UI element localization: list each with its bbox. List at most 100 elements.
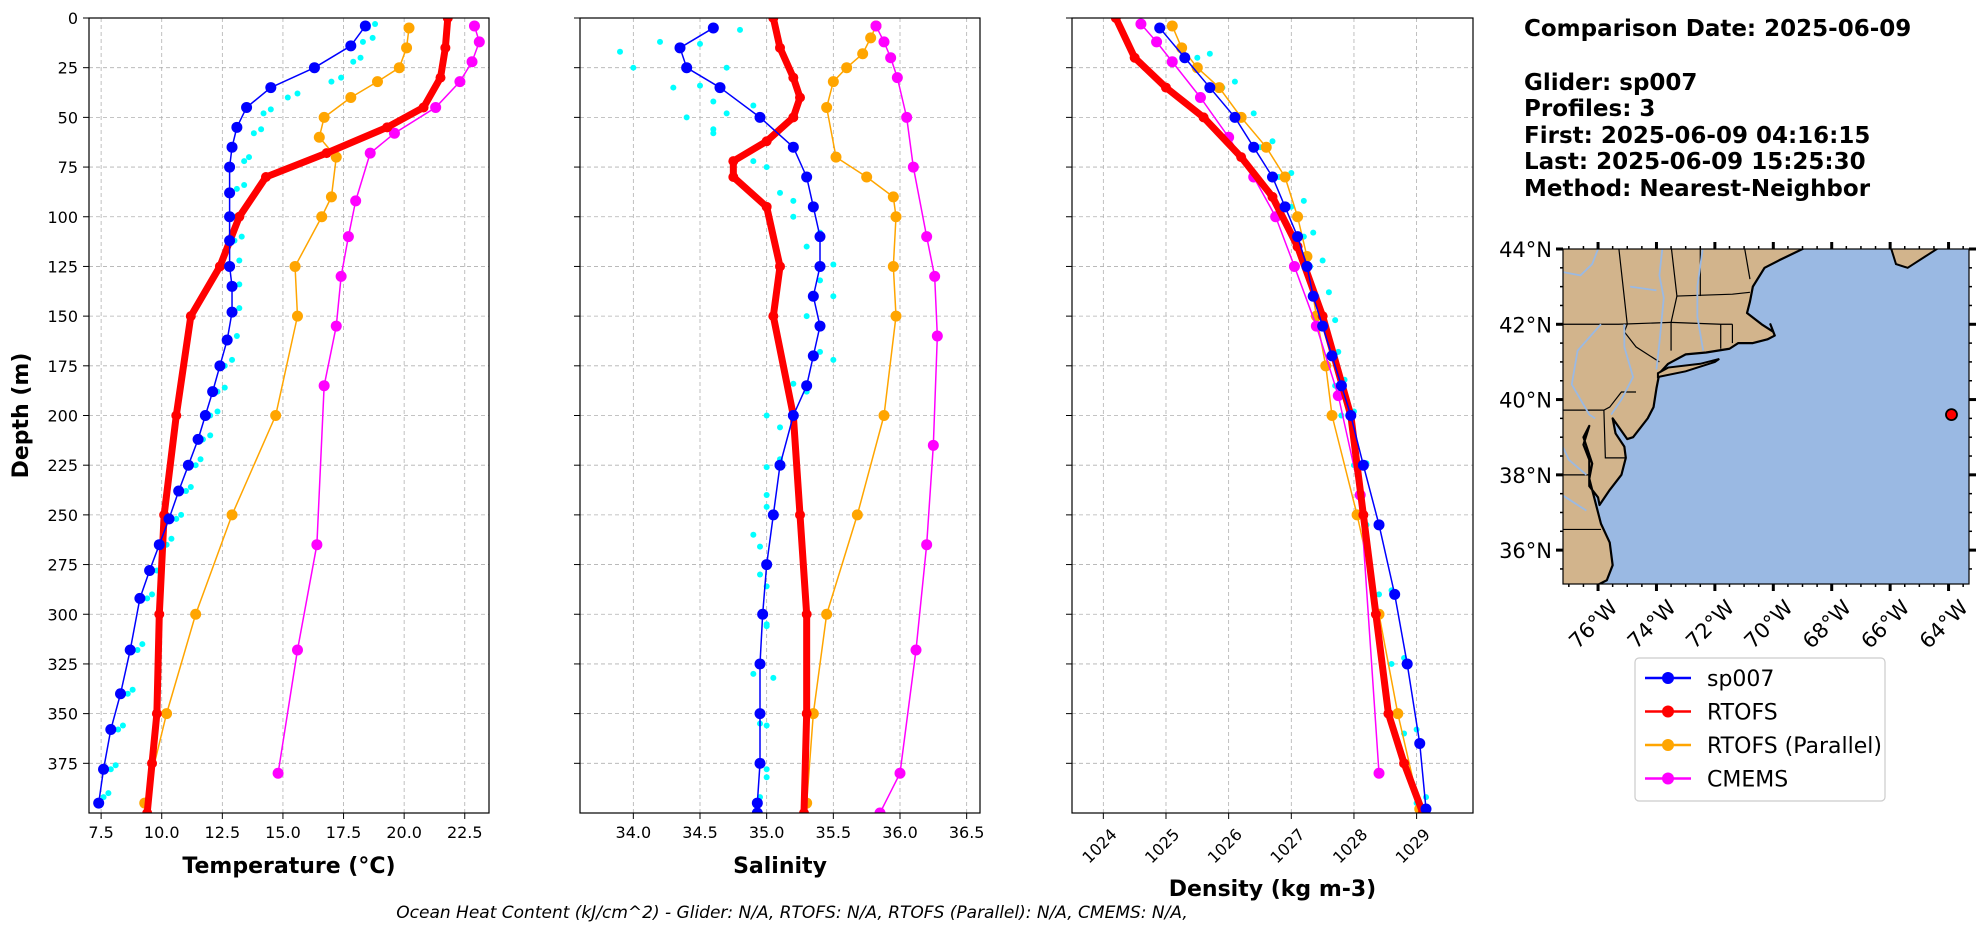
series-point-rtofs [775, 261, 785, 272]
x-axis-label: Temperature (°C) [182, 854, 395, 879]
long-island [1656, 357, 1720, 379]
series-point-cmems [894, 767, 906, 779]
raw-obs-point [817, 348, 823, 355]
plot-area [93, 18, 485, 813]
glider-position-marker [1945, 408, 1958, 422]
x-tick-label: 1025 [1141, 825, 1183, 867]
series-point-cmems [364, 147, 376, 159]
legend-swatch-marker [1662, 739, 1674, 751]
series-point-rtofs-parallel [289, 260, 301, 272]
raw-obs-point [763, 503, 770, 510]
raw-obs-point [328, 78, 335, 85]
raw-obs-point [173, 515, 180, 522]
series-point-cmems [311, 539, 323, 551]
raw-obs-point [1332, 317, 1339, 324]
series-point-sp007 [754, 658, 766, 670]
series-point-rtofs [171, 410, 182, 421]
series-point-rtofs-parallel [887, 260, 899, 272]
series-point-cmems [921, 539, 933, 551]
series-point-rtofs-parallel [830, 151, 842, 163]
raw-obs-point [683, 114, 690, 121]
raw-obs-point [139, 641, 146, 648]
series-point-rtofs-parallel [821, 101, 833, 113]
series-point-rtofs [788, 112, 799, 123]
series-point-rtofs [801, 609, 812, 620]
series-point-cmems [350, 195, 362, 207]
series-point-rtofs-parallel [1279, 171, 1291, 183]
nova-scotia [1890, 249, 1939, 269]
series-point-rtofs-parallel [316, 211, 328, 223]
raw-obs-point [236, 257, 243, 264]
series-point-sp007 [751, 797, 763, 809]
raw-obs-point [129, 686, 136, 693]
x-tick-label: 35.0 [749, 823, 785, 842]
raw-obs-point [763, 766, 770, 773]
raw-obs-point [1310, 229, 1317, 236]
series-point-cmems [335, 270, 347, 282]
series-point-rtofs-parallel [1213, 82, 1225, 94]
series-point-cmems [885, 52, 897, 64]
raw-obs-point [710, 98, 717, 105]
series-point-rtofs [1110, 18, 1121, 23]
raw-obs-point [260, 110, 267, 117]
series-line-rtofs [143, 18, 452, 813]
series-point-rtofs-parallel [821, 608, 833, 620]
lat-tick-label: 44°N [1499, 238, 1552, 262]
raw-obs-point [830, 293, 837, 300]
series-point-rtofs-parallel [345, 92, 357, 103]
series-point-rtofs [768, 311, 779, 322]
series-point-rtofs [795, 92, 805, 103]
series-point-rtofs-parallel [1326, 410, 1338, 421]
series-point-rtofs-parallel [878, 410, 890, 421]
x-tick-label: 15.0 [265, 823, 301, 842]
series-point-rtofs [1160, 82, 1171, 93]
series-point-rtofs [795, 509, 805, 520]
legend-item-rtofs-parallel: RTOFS (Parallel) [1645, 734, 1882, 759]
legend-swatch-marker [1662, 772, 1674, 785]
series-point-sp007 [115, 688, 127, 700]
raw-obs-point [630, 64, 637, 71]
y-tick-label: 125 [47, 257, 78, 276]
panel-salinity: 34.0 34.5 35.0 35.5 36.0 36.5 Salinity [574, 17, 984, 879]
raw-obs-point [357, 54, 364, 61]
river [1563, 494, 1587, 512]
river [1655, 249, 1665, 370]
raw-obs-point [284, 94, 291, 101]
raw-obs-point [763, 464, 770, 471]
series-point-rtofs [151, 708, 162, 719]
raw-obs-point [359, 38, 366, 45]
y-tick-label: 350 [47, 705, 78, 724]
raw-obs-point [1388, 660, 1395, 667]
x-tick-label: 36.0 [882, 823, 918, 842]
raw-obs-point [187, 484, 194, 491]
x-tick-label: 7.5 [88, 823, 113, 842]
x-tick-label: 20.0 [386, 823, 422, 842]
raw-obs-point [267, 106, 274, 113]
legend: sp007 RTOFS RTOFS (Parallel) CMEMS [1634, 657, 1886, 802]
legend-label: RTOFS [1707, 701, 1778, 726]
series-point-sp007 [751, 807, 763, 813]
series-point-sp007 [1301, 260, 1313, 272]
series-point-rtofs-parallel [325, 191, 337, 203]
lon-tick-label: 68°W [1798, 595, 1856, 653]
series-point-rtofs [382, 122, 393, 133]
series-point-sp007 [163, 513, 175, 525]
series-point-cmems [929, 270, 941, 282]
series-point-cmems [874, 807, 886, 813]
raw-obs-point [697, 82, 703, 89]
series-point-cmems [1288, 260, 1300, 272]
series-point-sp007 [1154, 22, 1166, 34]
raw-obs-point [1250, 110, 1257, 117]
x-tick-label: 34.5 [682, 823, 718, 842]
series-point-rtofs-parallel [403, 22, 415, 34]
map-frame [1562, 248, 1970, 585]
raw-obs-point [250, 130, 257, 137]
series-point-sp007 [814, 320, 826, 332]
series-point-sp007 [807, 290, 819, 302]
raw-obs-point [617, 48, 623, 55]
raw-obs-point [149, 591, 156, 598]
series-point-sp007 [359, 20, 371, 32]
legend-swatch-marker [1662, 705, 1674, 718]
series-point-rtofs-parallel [393, 62, 405, 74]
